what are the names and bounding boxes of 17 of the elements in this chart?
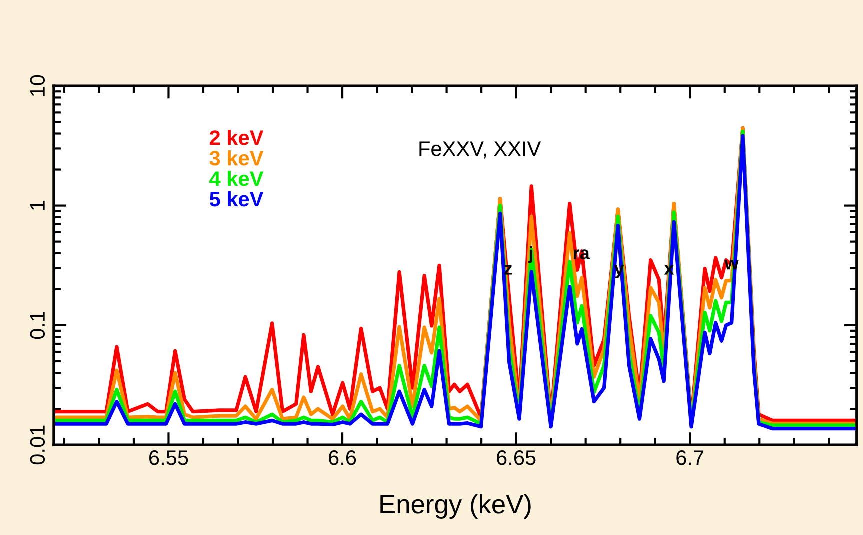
y-tick-label: 0.1: [30, 312, 46, 340]
annotation: FeXXV, XXIV: [420, 142, 542, 159]
y-tick-label: 1: [30, 201, 45, 210]
annotation: z: [504, 265, 512, 275]
text: 5 keV: [210, 191, 264, 207]
x-tick-label: 6.7: [676, 450, 704, 466]
text: 4 keV: [210, 170, 264, 186]
annotation: x: [664, 265, 674, 275]
y-tick-label: 10: [30, 75, 46, 96]
text: 3 keV: [210, 150, 264, 166]
x-tick-label: 6.6: [329, 450, 356, 466]
y-tick-label: 0.01: [30, 426, 46, 465]
x-axis-title: Energy (keV): [380, 494, 531, 519]
x-tick-label: 6.65: [497, 450, 536, 466]
text: 2 keV: [210, 130, 264, 146]
annotation: w: [724, 260, 739, 270]
x-tick-label: 6.55: [150, 450, 188, 466]
